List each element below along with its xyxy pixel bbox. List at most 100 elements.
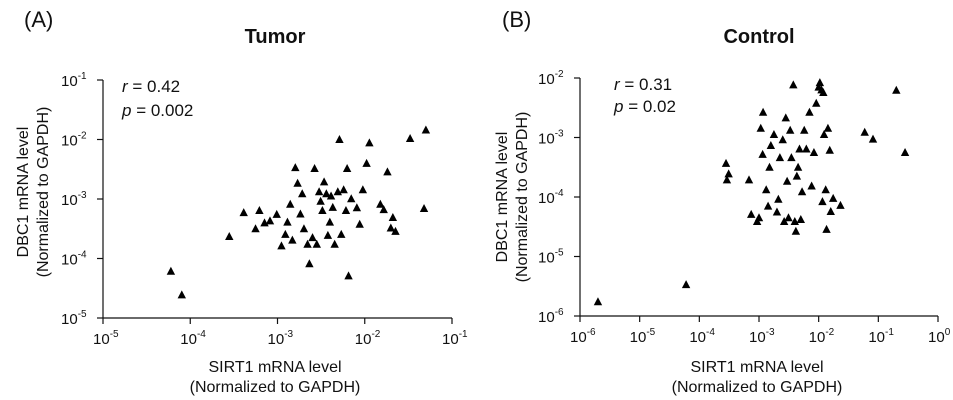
panel-a-data-point (251, 224, 260, 233)
panel-b-data-point (796, 215, 806, 224)
panel-b-x-tick-label: 10-6 (570, 327, 596, 346)
panel-a-y-ticks: 10-5 10-4 10-3 10-2 10-1 (61, 71, 103, 328)
panel-b-data-point (815, 78, 825, 87)
panel-a-y-tick-label: 10-3 (61, 190, 87, 209)
panel-b-data-point (795, 144, 804, 153)
panel-b-data-point (805, 107, 814, 116)
panel-a-data-point (421, 125, 431, 134)
panel-b-data-point (819, 130, 829, 139)
panel-b-data-point (900, 147, 910, 156)
panel-b-data-point (758, 149, 767, 158)
panel-b-data-point (800, 125, 809, 134)
panel-a-data-point (344, 271, 353, 280)
panel-b-x-tick-label: 100 (928, 327, 951, 346)
panel-b-data-point (744, 175, 754, 184)
panel-b-data-point (807, 181, 816, 190)
panel-a-data-point (339, 185, 348, 194)
panel-b-data-point (792, 171, 802, 180)
panel-b-data-point (681, 280, 691, 289)
panel-b-data-point (758, 107, 768, 116)
panel-a-y-tick-label: 10-2 (61, 131, 87, 150)
panel-a-data-point (166, 266, 176, 275)
panel-a-data-point (296, 209, 305, 218)
panel-a-data-point (303, 239, 312, 248)
panel-b-data-point (756, 123, 765, 132)
panel-b-y-ticks: 10-6 10-5 10-4 10-3 10-2 (538, 69, 580, 326)
panel-b-data-point (761, 185, 771, 194)
panel-a-x-ticks: 10-5 10-4 10-3 10-2 10-1 (93, 318, 468, 348)
panel-b-data-point (763, 201, 773, 210)
panel-b-data-point (819, 87, 828, 96)
panel-b-x-tick-label: 10-2 (809, 327, 835, 346)
panel-a-data-point (326, 191, 336, 200)
panel-b-data-point (766, 140, 776, 149)
panel-a-data-point (358, 185, 368, 194)
panel-a-data-point (352, 203, 362, 212)
panel-b-y-axis-label-line-2: (Normalized to GAPDH) (514, 112, 531, 283)
panel-b-x-ticks: 10-6 10-5 10-4 10-3 10-2 10-1 100 (570, 316, 951, 346)
panel-a-data-point (319, 177, 329, 186)
panel-b-data-point (802, 144, 811, 153)
panel-b-data-point (782, 176, 792, 185)
panel-a-data-point (335, 135, 344, 144)
panel-b-data-point (593, 297, 603, 306)
panel-a-data-point (177, 290, 186, 299)
panel-b-data-point (826, 206, 835, 215)
panel-b-data-point (754, 213, 764, 222)
panel-b-data-point (791, 226, 801, 235)
panel-b-data-point (828, 193, 838, 202)
panel-b-x-tick-label: 10-4 (689, 327, 715, 346)
panel-a-title: Tumor (245, 26, 306, 48)
panel-a-data-point (386, 223, 396, 232)
panel-b-data-point (789, 80, 798, 89)
panel-b-data-point (821, 185, 830, 194)
panel-a-data-point (312, 239, 321, 248)
panel-b-label: (B) (502, 7, 531, 32)
panel-a-data-point (305, 259, 314, 268)
panel-a-data-point (265, 216, 275, 225)
panel-b-data-point (779, 217, 789, 226)
panel-b-p-stat: p = 0.02 (613, 97, 676, 116)
panel-b-data-point (793, 162, 803, 171)
panel-a-x-tick-label: 10-4 (180, 329, 206, 348)
panel-b-data-point (809, 147, 819, 156)
panel-a-data-point (341, 205, 351, 214)
panel-b-y-tick-label: 10-2 (538, 69, 564, 88)
panel-b-y-tick-label: 10-5 (538, 248, 564, 267)
panel-a-data-point (325, 217, 335, 226)
panel-a-data-point (283, 217, 292, 226)
panel-a-x-tick-label: 10-2 (355, 329, 381, 348)
panel-a-data-point (286, 199, 295, 208)
panel-a-data-point (291, 163, 300, 172)
panel-b-y-axis-label-line-1: DBC1 mRNA level (494, 132, 511, 263)
panel-b-x-tick-label: 10-1 (868, 327, 894, 346)
panel-b-data-point (785, 125, 795, 134)
panel-a-data-point (330, 239, 339, 248)
panel-b-y-tick-label: 10-4 (538, 188, 564, 207)
panel-a-data-point (355, 219, 364, 228)
panel-a-data-point (277, 241, 286, 250)
panel-a-y-tick-label: 10-5 (61, 309, 87, 328)
panel-b-data-point (724, 169, 733, 178)
panel-a-data-point (362, 158, 371, 167)
panel-b-data-point (769, 130, 779, 139)
panel-a-data-point (365, 138, 374, 147)
panel-b-data-point (772, 207, 782, 216)
panel-a-data-point (293, 178, 302, 187)
panel-a-data-point (298, 189, 307, 198)
panel-b-title: Control (723, 26, 794, 48)
panel-a-data-point (314, 187, 324, 196)
panel-a-x-axis-label: SIRT1 mRNA level (Normalized to GAPDH) (190, 359, 361, 396)
panel-a-data-point (308, 233, 317, 242)
panel-a-data-point (419, 203, 429, 212)
panel-a-data-point (225, 231, 234, 240)
panel-b-data-point (812, 98, 821, 107)
panel-a-data-point (379, 205, 388, 214)
panel-a-data-points (166, 125, 431, 299)
panel-b-data-point (722, 175, 732, 184)
panel-b: (B) Control r = 0.31 p = 0.02 DBC1 mRNA … (494, 7, 951, 396)
panel-b-y-tick-label: 10-6 (538, 307, 564, 326)
panel-a-x-axis-label-line-2: (Normalized to GAPDH) (190, 379, 361, 396)
panel-b-x-tick-label: 10-5 (630, 327, 656, 346)
